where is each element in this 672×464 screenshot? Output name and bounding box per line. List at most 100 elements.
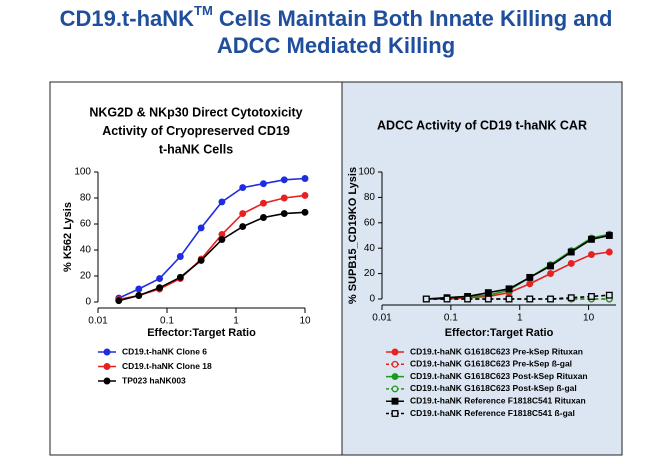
legend-label: CD19.t-haNK Reference F1818C541 Rituxan xyxy=(410,395,586,405)
x-axis-label: Effector:Target Ratio xyxy=(445,327,554,339)
legend-label: CD19.t-haNK G1618C623 Post-kSep ß-gal xyxy=(410,383,577,393)
marker xyxy=(135,285,143,293)
series-line xyxy=(118,211,306,302)
marker xyxy=(464,295,472,303)
marker xyxy=(115,297,123,305)
x-tick-label: 0.01 xyxy=(88,316,108,327)
legend-label: CD19.t-haNK G1618C623 Pre-kSep ß-gal xyxy=(410,359,572,369)
marker xyxy=(218,198,226,206)
y-axis-label: % SUPB15_CD19KO Lysis xyxy=(347,167,359,304)
marker xyxy=(547,295,554,303)
right-panel xyxy=(341,81,623,456)
marker xyxy=(505,285,513,293)
x-tick-label: 10 xyxy=(299,316,311,327)
title-part: CD19.t-haNK xyxy=(60,6,195,31)
marker xyxy=(526,295,534,303)
x-tick-label: 0.1 xyxy=(160,316,174,327)
y-tick-label: 60 xyxy=(364,217,376,228)
marker xyxy=(260,214,267,221)
slide-title-line2: ADCC Mediated Killing xyxy=(217,33,455,58)
marker xyxy=(260,180,267,188)
y-tick-label: 100 xyxy=(74,167,91,178)
title-superscript: TM xyxy=(194,3,213,18)
marker xyxy=(156,284,164,292)
y-tick-label: 20 xyxy=(364,268,376,279)
x-axis-label: Effector:Target Ratio xyxy=(147,327,256,339)
marker xyxy=(422,295,430,303)
marker xyxy=(605,248,613,256)
y-tick-label: 0 xyxy=(85,297,91,308)
legend-label: CD19.t-haNK G1618C623 Post-kSep Rituxan xyxy=(410,371,588,381)
marker xyxy=(484,289,492,297)
marker xyxy=(391,397,399,405)
marker xyxy=(280,176,288,184)
marker xyxy=(239,223,247,231)
x-tick-label: 10 xyxy=(583,313,595,324)
y-tick-label: 40 xyxy=(80,245,92,256)
marker xyxy=(218,236,226,244)
marker xyxy=(484,295,492,303)
y-tick-label: 40 xyxy=(364,243,376,254)
marker xyxy=(526,273,534,281)
x-tick-label: 1 xyxy=(517,313,523,324)
marker xyxy=(526,280,534,288)
marker xyxy=(260,199,267,207)
y-tick-label: 20 xyxy=(80,271,92,282)
marker xyxy=(197,256,205,264)
y-tick-label: 80 xyxy=(364,192,376,203)
marker xyxy=(103,377,111,385)
marker xyxy=(239,184,247,192)
marker xyxy=(301,208,309,216)
y-axis-label: % K562 Lysis xyxy=(62,202,74,272)
y-tick-label: 100 xyxy=(358,167,375,178)
marker xyxy=(301,175,309,182)
x-tick-label: 0.1 xyxy=(444,313,458,324)
x-tick-label: 1 xyxy=(233,316,239,327)
marker xyxy=(587,235,595,243)
marker xyxy=(567,259,575,267)
marker xyxy=(176,253,184,260)
title-part: Cells Maintain Both Innate Killing and xyxy=(219,6,613,31)
legend-label: CD19.t-haNK Clone 18 xyxy=(122,361,212,371)
marker xyxy=(156,275,164,283)
series-line xyxy=(118,177,306,299)
series-line xyxy=(426,234,610,300)
left-panel xyxy=(49,81,343,456)
marker xyxy=(391,360,399,368)
marker xyxy=(391,385,399,393)
chart-title: NKG2D & NKp30 Direct Cytotoxicity xyxy=(89,105,302,119)
marker xyxy=(547,262,554,270)
marker xyxy=(176,273,184,281)
marker xyxy=(391,373,399,381)
marker xyxy=(567,294,575,302)
legend-label: CD19.t-haNK Clone 6 xyxy=(122,346,207,356)
legend-label: TP023 haNK003 xyxy=(122,375,186,385)
legend-label: CD19.t-haNK Reference F1818C541 ß-gal xyxy=(410,408,575,418)
marker xyxy=(103,363,111,370)
marker xyxy=(391,410,399,417)
slide-title-line1: CD19.t-haNKTM Cells Maintain Both Innate … xyxy=(60,3,613,30)
y-tick-label: 80 xyxy=(80,193,92,204)
marker xyxy=(605,232,613,239)
marker xyxy=(197,224,205,232)
marker xyxy=(547,270,554,278)
marker xyxy=(280,194,288,202)
marker xyxy=(391,348,399,356)
chart-title: ADCC Activity of CD19 t-haNK CAR xyxy=(377,118,587,132)
series-line xyxy=(426,294,610,300)
marker xyxy=(443,295,451,303)
marker xyxy=(587,251,595,258)
chart-title: Activity of Cryopreserved CD19 xyxy=(102,124,290,138)
marker xyxy=(567,248,575,256)
marker xyxy=(103,348,111,356)
chart-title: t-haNK Cells xyxy=(159,142,233,156)
marker xyxy=(280,210,288,218)
marker xyxy=(239,210,247,218)
marker xyxy=(605,291,613,299)
x-tick-label: 0.01 xyxy=(372,313,392,324)
marker xyxy=(505,295,513,303)
y-tick-label: 60 xyxy=(80,219,92,230)
marker xyxy=(587,293,595,300)
marker xyxy=(135,292,143,299)
